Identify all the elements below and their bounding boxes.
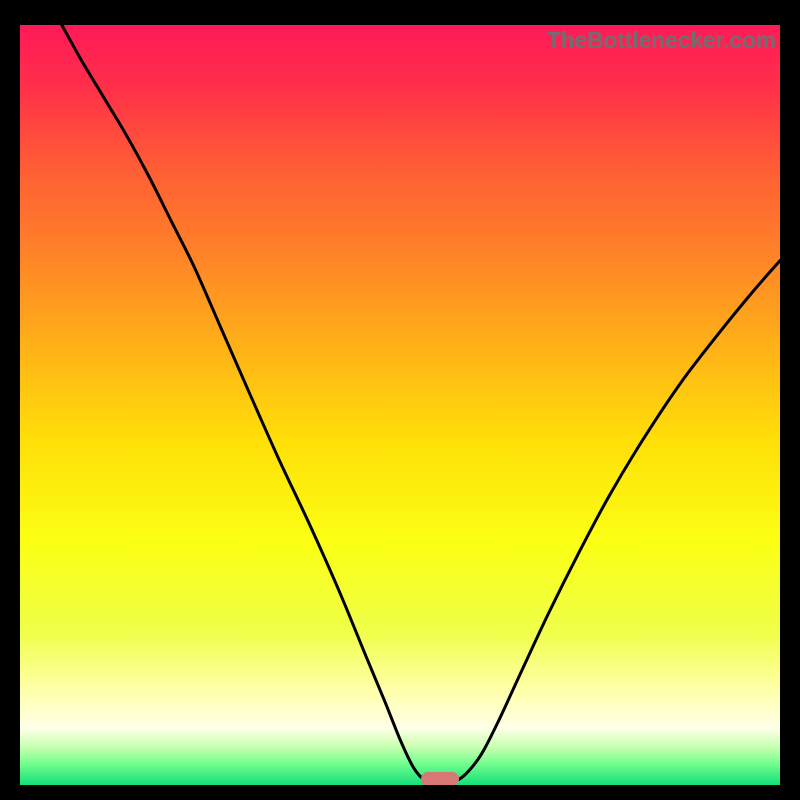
plot-area: TheBottlenecker.com — [20, 25, 780, 785]
chart-frame: TheBottlenecker.com — [0, 0, 800, 800]
minimum-marker — [421, 772, 459, 785]
bottleneck-curve — [62, 25, 780, 783]
curve-layer — [20, 25, 780, 785]
watermark-text: TheBottlenecker.com — [547, 27, 776, 54]
